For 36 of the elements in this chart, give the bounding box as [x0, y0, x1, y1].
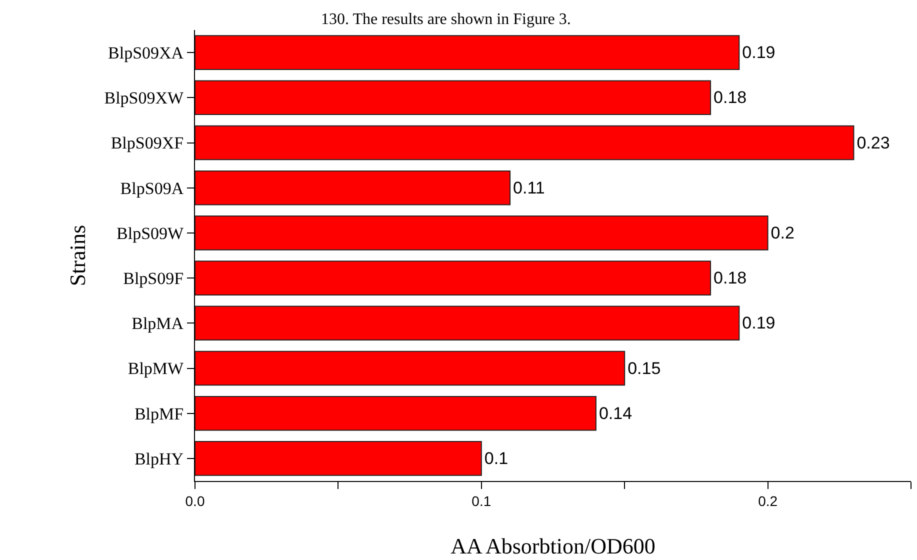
bar [195, 396, 596, 431]
y-tick-label: BlpS09XA [108, 44, 184, 62]
x-tick-label: 0.0 [185, 492, 205, 509]
y-tick-label: BlpHY [134, 449, 184, 468]
bar [195, 80, 712, 116]
bar [195, 350, 626, 386]
bar [195, 260, 712, 296]
x-tick-label: 0.2 [758, 492, 778, 509]
y-tick-label: BlpMW [128, 359, 185, 378]
data-label: 0.18 [714, 268, 747, 288]
bar [195, 35, 740, 70]
data-label: 0.23 [856, 133, 890, 152]
y-tick-label: BlpS09XF [110, 134, 184, 153]
data-label: 0.14 [598, 404, 632, 423]
data-label: 0.15 [628, 358, 661, 378]
data-label: 0.2 [770, 223, 794, 242]
data-label: 0.19 [742, 314, 776, 333]
data-label: 0.1 [484, 448, 508, 468]
bar [195, 441, 482, 476]
x-axis-title: AA Absorbtion/OD600 [450, 534, 656, 559]
bar [195, 216, 768, 250]
text: 130. The results are shown in Figure 3. [321, 11, 571, 28]
data-label: 0.11 [513, 178, 545, 198]
y-tick-label: BlpS09W [116, 224, 185, 243]
y-axis-title: Strains [65, 224, 90, 286]
x-tick-label: 0.1 [472, 492, 492, 509]
y-tick-label: BlpS09F [123, 269, 184, 288]
data-label: 0.19 [742, 43, 776, 62]
y-tick-label: BlpMF [134, 404, 184, 424]
y-tick-label: BlpS09A [120, 178, 184, 198]
bar [195, 125, 854, 160]
y-tick-label: BlpS09XW [104, 88, 185, 108]
data-label: 0.18 [714, 88, 747, 108]
bar [195, 306, 740, 341]
bar [195, 170, 511, 206]
y-tick-label: BlpMA [132, 314, 184, 334]
